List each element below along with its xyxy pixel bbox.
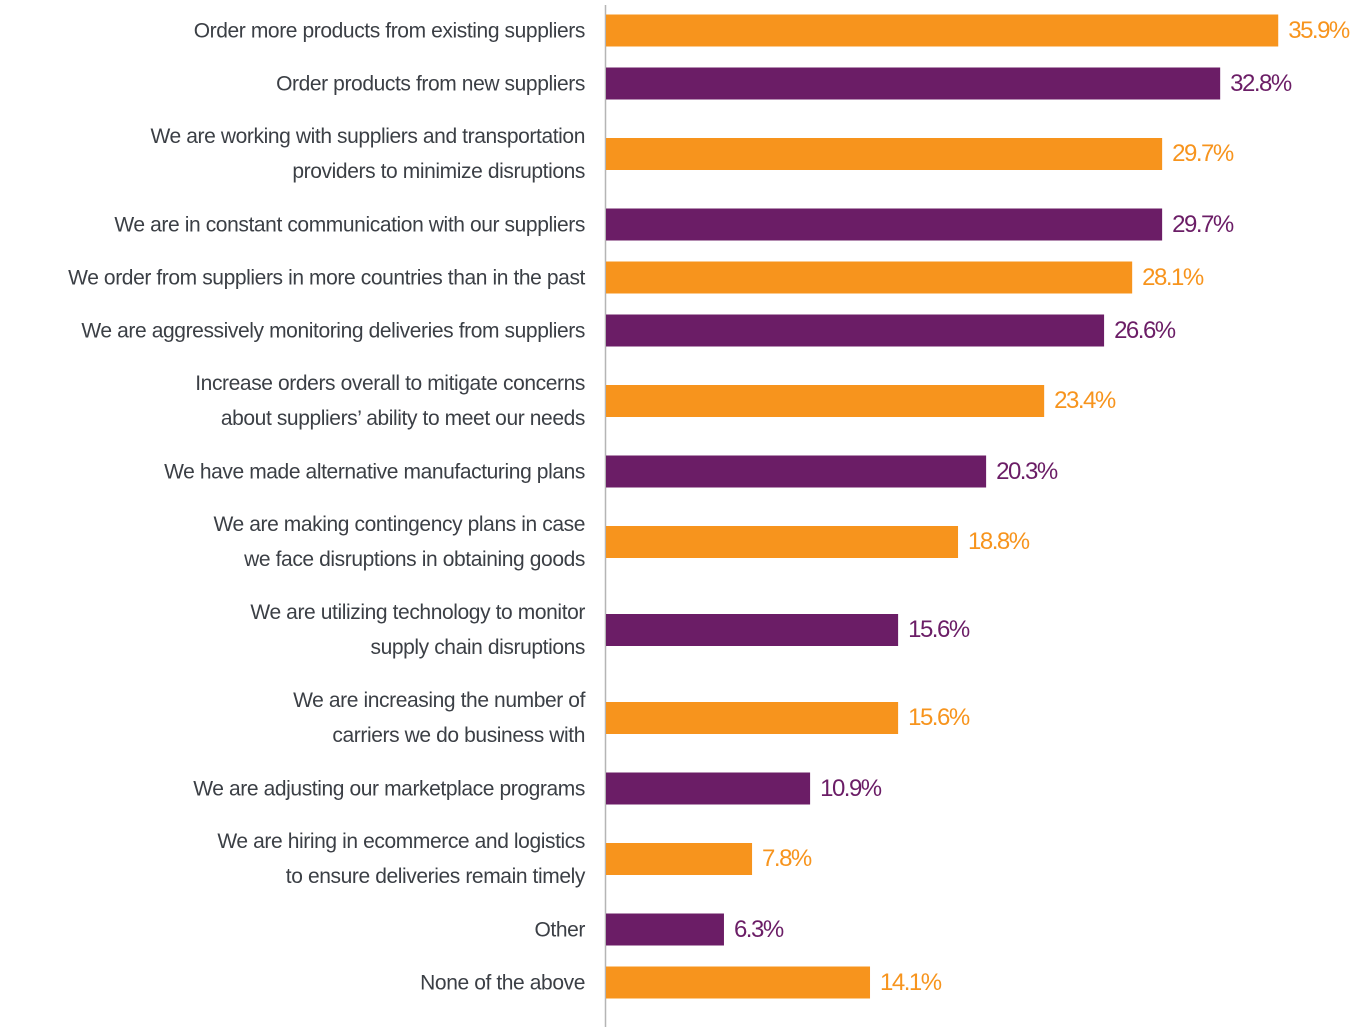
bar — [606, 614, 899, 646]
category-label: We are in constant communication with ou… — [114, 213, 585, 236]
value-label: 20.3% — [996, 457, 1058, 485]
category-label: None of the above — [420, 971, 585, 994]
bar — [606, 208, 1163, 241]
value-label: 32.8% — [1230, 69, 1292, 97]
bar — [606, 67, 1221, 100]
value-label: 15.6% — [908, 704, 970, 731]
value-label: 14.1% — [880, 968, 942, 996]
value-label: 29.7% — [1172, 140, 1234, 167]
category-label: Order products from new suppliers — [276, 72, 585, 95]
bar — [606, 455, 987, 488]
bar — [606, 913, 724, 946]
category-label: We are making contingency plans in case … — [213, 513, 585, 571]
value-label: 6.3% — [733, 915, 784, 943]
value-label: 15.6% — [908, 616, 970, 643]
value-label: 29.7% — [1172, 210, 1234, 238]
value-label: 35.9% — [1288, 16, 1350, 44]
bar — [606, 772, 811, 805]
value-label: 7.8% — [762, 845, 812, 872]
category-label: We are increasing the number of carriers… — [293, 689, 585, 747]
category-label: We are adjusting our marketplace program… — [193, 777, 585, 800]
category-label: Order more products from existing suppli… — [193, 19, 586, 42]
category-label: We are utilizing technology to monitor s… — [250, 601, 585, 659]
category-label: We are hiring in ecommerce and logistics… — [217, 830, 585, 888]
bar — [606, 526, 959, 558]
bar — [606, 261, 1133, 294]
value-label: 28.1% — [1142, 263, 1204, 291]
bar — [606, 138, 1163, 170]
bar — [606, 702, 899, 734]
value-label: 10.9% — [820, 774, 882, 802]
category-label: Increase orders overall to mitigate conc… — [195, 372, 585, 430]
value-label: 23.4% — [1054, 387, 1116, 414]
category-label: We order from suppliers in more countrie… — [68, 266, 585, 289]
bar — [606, 843, 753, 875]
value-label: 26.6% — [1114, 316, 1176, 344]
bar — [606, 385, 1045, 417]
category-label: We have made alternative manufacturing p… — [164, 460, 585, 483]
bar — [606, 966, 871, 999]
category-label: Other — [534, 918, 585, 941]
value-label: 18.8% — [968, 528, 1030, 555]
bar — [606, 314, 1105, 347]
bar — [606, 14, 1279, 47]
category-label: We are aggressively monitoring deliverie… — [81, 319, 585, 342]
category-label: We are working with suppliers and transp… — [150, 125, 586, 183]
